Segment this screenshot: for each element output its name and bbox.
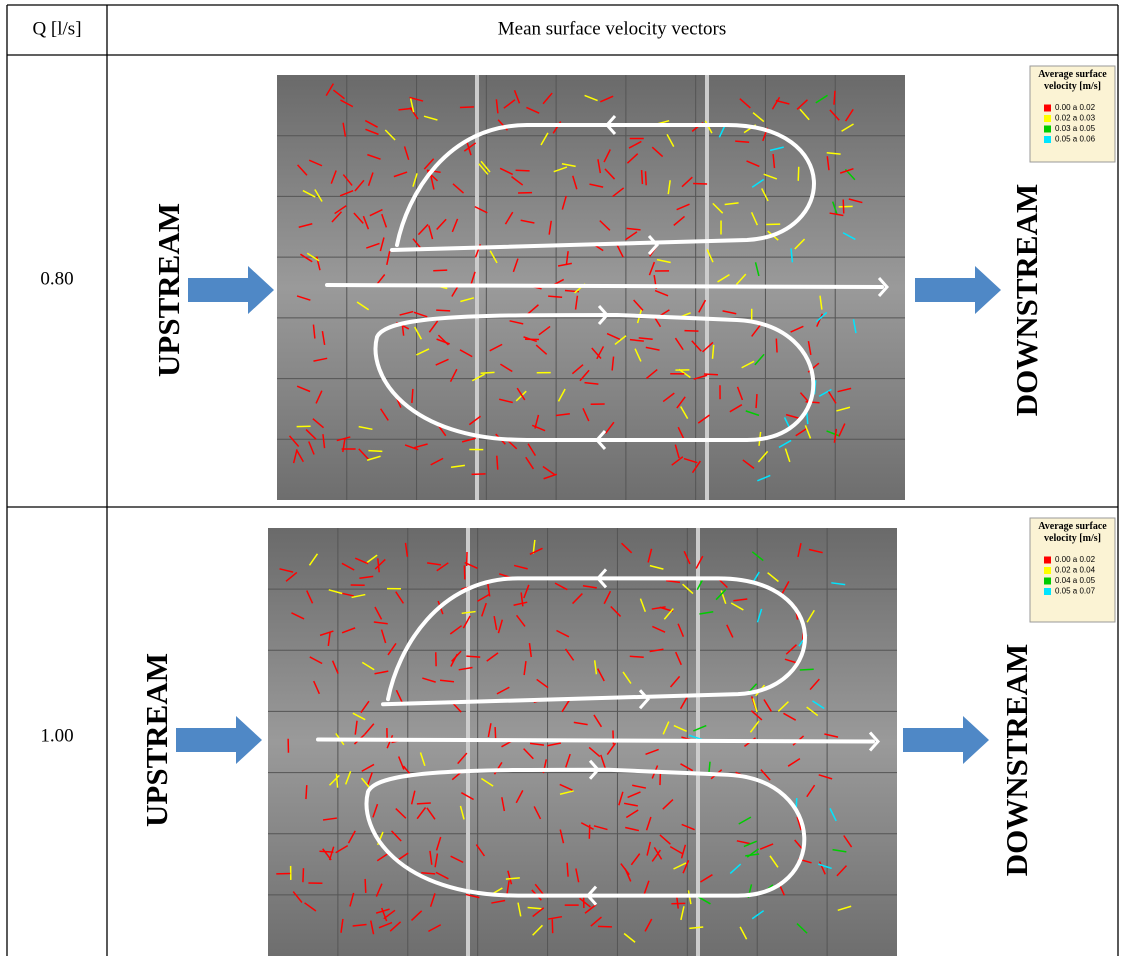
legend-swatch <box>1044 105 1051 112</box>
legend: Average surface velocity [m/s] 0.00 a 0.0… <box>1030 66 1115 162</box>
legend-swatch <box>1044 126 1051 133</box>
velocity-vector <box>497 456 498 470</box>
legend-label: 0.00 a 0.02 <box>1055 555 1096 564</box>
vortex-path <box>318 739 873 741</box>
legend-swatch <box>1044 567 1051 574</box>
velocity-vector <box>481 372 495 373</box>
velocity-vector <box>306 785 307 799</box>
velocity-photo <box>268 528 897 956</box>
legend-swatch <box>1044 115 1051 122</box>
velocity-vector <box>684 331 698 332</box>
velocity-vector <box>460 107 474 108</box>
velocity-vector <box>365 879 366 893</box>
velocity-vector <box>630 656 644 657</box>
legend-label: 0.04 a 0.05 <box>1055 576 1096 585</box>
velocity-vector <box>798 167 799 181</box>
legend-title-box: Average surface velocity [m/s] <box>1032 521 1113 553</box>
flow-arrow <box>903 716 989 764</box>
velocity-vector <box>303 868 304 882</box>
velocity-vector <box>417 803 431 804</box>
legend-title-box: Average surface velocity [m/s] <box>1032 69 1113 101</box>
velocity-vector <box>472 474 486 475</box>
legend-label: 0.05 a 0.06 <box>1055 135 1096 144</box>
legend-label: 0.03 a 0.05 <box>1055 124 1096 133</box>
flow-arrow <box>188 266 274 314</box>
velocity-vector <box>776 339 777 353</box>
velocity-vector <box>516 170 530 171</box>
velocity-vector <box>704 374 718 375</box>
velocity-vector <box>843 200 844 214</box>
velocity-vector <box>598 926 612 927</box>
legend-title: Average surface velocity [m/s] <box>1032 69 1113 93</box>
downstream-label: DOWNSTREAM <box>1009 184 1044 417</box>
velocity-vector <box>645 171 646 185</box>
flow-rate: 0.80 <box>40 268 73 289</box>
legend-title: Average surface velocity [m/s] <box>1032 521 1113 545</box>
legend-swatch <box>1044 588 1051 595</box>
velocity-vector <box>319 851 333 852</box>
velocity-vector <box>368 451 382 452</box>
legend-swatch <box>1044 557 1051 564</box>
velocity-vector <box>433 270 447 271</box>
velocity-vector <box>567 863 568 877</box>
legend-swatch <box>1044 136 1051 143</box>
velocity-vector <box>642 170 643 184</box>
velocity-photo <box>277 75 905 500</box>
header-cell: Mean surface velocity vectors <box>498 18 726 39</box>
upstream-label: UPSTREAM <box>151 203 186 377</box>
legend-label: 0.05 a 0.07 <box>1055 587 1096 596</box>
vortex-path <box>327 285 882 287</box>
flow-arrow <box>176 716 262 764</box>
flow-rate: 1.00 <box>40 725 73 746</box>
velocity-vector <box>834 91 835 105</box>
legend-label: 0.02 a 0.03 <box>1055 114 1096 123</box>
legend-label: 0.02 a 0.04 <box>1055 566 1096 575</box>
legend-swatch <box>1044 578 1051 585</box>
velocity-vector <box>756 394 757 408</box>
velocity-vector <box>412 389 413 403</box>
table-page: Q [l/s] Mean surface velocity vectors 0.… <box>0 0 1123 956</box>
downstream-label: DOWNSTREAM <box>999 644 1034 877</box>
header-cell: Q [l/s] <box>32 18 81 39</box>
velocity-vector <box>800 669 814 670</box>
legend-label: 0.00 a 0.02 <box>1055 103 1096 112</box>
upstream-label: UPSTREAM <box>139 653 174 827</box>
velocity-vector <box>436 310 450 311</box>
legend: Average surface velocity [m/s] 0.00 a 0.0… <box>1030 518 1115 622</box>
flow-arrow <box>915 266 1001 314</box>
